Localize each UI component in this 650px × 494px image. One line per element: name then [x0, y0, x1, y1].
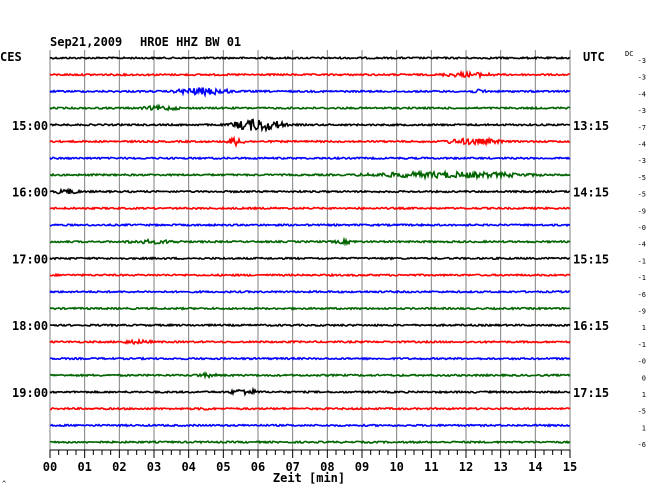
dc-offset-value: 1	[642, 391, 646, 399]
trace-line	[49, 55, 571, 61]
right-time-label: 16:15	[573, 319, 609, 333]
dc-offset-value: -0	[638, 224, 646, 232]
trace-line	[49, 289, 571, 294]
dc-offset-value: -1	[638, 257, 646, 265]
trace-line	[49, 169, 571, 181]
x-tick-label: 15	[563, 460, 577, 474]
trace-line	[49, 371, 571, 380]
x-tick-label: 10	[389, 460, 403, 474]
station-title: HROE HHZ BW 01	[140, 35, 241, 49]
dc-offset-value: -5	[638, 174, 646, 182]
dc-offset-value: -0	[638, 358, 646, 366]
x-tick-label: 08	[320, 460, 334, 474]
trace-line	[49, 272, 571, 278]
trace-line	[50, 222, 571, 228]
time-grid	[49, 50, 571, 451]
dc-offset-value: -9	[638, 308, 646, 316]
x-axis: 00 01 02 03 04 05 06 07 08 09 10 11 12 13 14 15	[43, 450, 577, 474]
trace-line	[49, 69, 570, 80]
trace-line	[49, 337, 571, 346]
dc-offset-value: -4	[638, 90, 646, 98]
dc-offset-value: -9	[638, 207, 646, 215]
dc-offset-value: 0	[642, 374, 646, 382]
right-time-label: 15:15	[573, 252, 609, 266]
x-tick-label: 01	[77, 460, 91, 474]
x-tick-label: 03	[147, 460, 161, 474]
trace-line	[49, 135, 571, 149]
x-tick-label: 02	[112, 460, 126, 474]
trace-line	[50, 423, 571, 428]
date-title: Sep21,2009	[50, 35, 122, 49]
trace-line	[49, 206, 571, 211]
x-tick-label: 09	[355, 460, 369, 474]
dc-offset-value: -7	[638, 124, 646, 132]
x-tick-label: 12	[459, 460, 473, 474]
left-timezone-label: CES	[0, 50, 22, 64]
x-tick-label: 00	[43, 460, 57, 474]
right-time-label: 14:15	[573, 186, 609, 200]
dc-offset-value: -5	[638, 191, 646, 199]
left-time-label: 19:00	[12, 386, 48, 400]
trace-line	[49, 406, 571, 411]
left-time-label: 15:00	[12, 119, 48, 133]
right-timezone-label: UTC	[583, 50, 605, 64]
trace-line	[49, 439, 571, 445]
trace-line	[49, 323, 571, 328]
dc-offset-value: 1	[642, 424, 646, 432]
right-time-label: 17:15	[573, 386, 609, 400]
dc-offset-header: DC	[625, 50, 633, 58]
trace-line	[49, 156, 571, 161]
dc-offset-value: -3	[638, 74, 646, 82]
left-time-label: 18:00	[12, 319, 48, 333]
dc-offset-value: -6	[638, 441, 646, 449]
trace-line	[49, 356, 571, 361]
corner-mark: ^	[2, 480, 6, 488]
right-time-label: 13:15	[573, 119, 609, 133]
x-tick-label: 06	[251, 460, 265, 474]
trace-line	[49, 256, 571, 261]
dc-offset-value: -1	[638, 274, 646, 282]
trace-line	[49, 103, 571, 112]
x-axis-label: Zeit [min]	[273, 471, 345, 485]
trace-line	[50, 236, 571, 247]
x-tick-label: 13	[493, 460, 507, 474]
dc-offset-value: -4	[638, 141, 646, 149]
dc-offset-value: -3	[638, 157, 646, 165]
trace-line	[49, 306, 571, 311]
dc-offset-value: 1	[642, 324, 646, 332]
dc-offset-value: -3	[638, 107, 646, 115]
x-tick-label: 07	[285, 460, 299, 474]
trace-line	[49, 187, 571, 195]
x-tick-label: 04	[181, 460, 195, 474]
seismic-traces	[49, 55, 571, 445]
time-labels: 15:00 16:00 17:00 18:00 19:00 13:15 14:15 15:15…	[12, 57, 646, 449]
trace-line	[49, 386, 571, 397]
dc-offset-value: -5	[638, 408, 646, 416]
trace-line	[49, 86, 571, 98]
dc-offset-value: -6	[638, 291, 646, 299]
dc-offset-value: -3	[638, 57, 646, 65]
left-time-label: 17:00	[12, 252, 48, 266]
trace-line	[49, 118, 571, 133]
x-tick-label: 14	[528, 460, 542, 474]
left-time-label: 16:00	[12, 186, 48, 200]
dc-offset-value: -1	[638, 341, 646, 349]
dc-offset-value: -4	[638, 241, 646, 249]
x-tick-label: 05	[216, 460, 230, 474]
x-tick-label: 11	[424, 460, 438, 474]
